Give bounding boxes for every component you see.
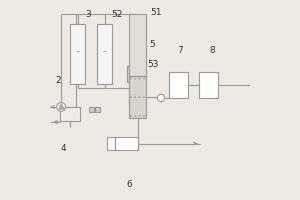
Circle shape — [134, 78, 136, 79]
Circle shape — [130, 115, 132, 117]
Bar — [129, 14, 146, 76]
Bar — [60, 107, 80, 121]
Text: 5: 5 — [149, 40, 155, 49]
Bar — [169, 72, 188, 98]
Text: 7: 7 — [177, 46, 183, 55]
Circle shape — [139, 78, 140, 79]
Circle shape — [134, 96, 136, 98]
Text: 53: 53 — [147, 60, 158, 69]
Bar — [70, 24, 85, 84]
Text: 51: 51 — [150, 8, 161, 17]
Bar — [107, 137, 115, 150]
Circle shape — [143, 115, 145, 117]
Bar — [199, 72, 218, 98]
Text: 2: 2 — [56, 76, 61, 85]
Circle shape — [57, 103, 66, 111]
Circle shape — [134, 115, 136, 117]
Polygon shape — [59, 104, 64, 109]
Text: 3: 3 — [85, 10, 91, 19]
Circle shape — [130, 78, 132, 79]
Circle shape — [158, 94, 165, 102]
Bar — [115, 137, 138, 150]
Circle shape — [143, 96, 145, 98]
Text: 52: 52 — [111, 10, 122, 19]
Bar — [129, 76, 146, 118]
Text: 4: 4 — [61, 144, 67, 153]
Circle shape — [130, 96, 132, 98]
Bar — [95, 107, 100, 112]
Bar — [89, 107, 94, 112]
Circle shape — [139, 115, 140, 117]
Text: 6: 6 — [126, 180, 132, 189]
Circle shape — [143, 78, 145, 79]
Bar — [97, 24, 112, 84]
Circle shape — [139, 96, 140, 98]
Bar — [127, 66, 129, 82]
Text: 8: 8 — [209, 46, 215, 55]
